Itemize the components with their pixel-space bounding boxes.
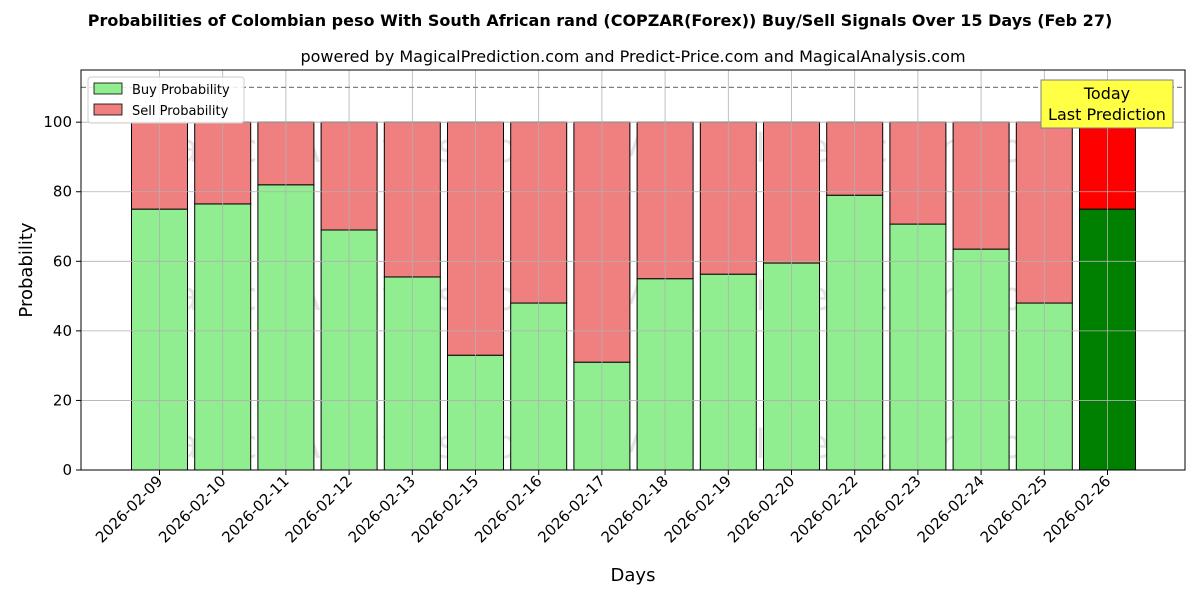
x-axis: 2026-02-092026-02-102026-02-112026-02-12…: [92, 470, 1114, 546]
x-tick-label: 2026-02-17: [534, 472, 608, 546]
y-tick-label: 100: [43, 113, 72, 131]
x-tick-label: 2026-02-15: [408, 472, 482, 546]
plot-border: [80, 69, 1186, 471]
chart-subtitle: powered by MagicalPrediction.com and Pre…: [300, 47, 965, 66]
x-tick-label: 2026-02-11: [218, 472, 292, 546]
x-axis-label: Days: [611, 565, 656, 586]
grid-layer: [81, 70, 1185, 471]
y-tick-label: 40: [53, 322, 72, 340]
x-tick-label: 2026-02-26: [1040, 472, 1114, 546]
x-tick-label: 2026-02-20: [724, 472, 798, 546]
legend-box: [87, 76, 245, 124]
x-tick-label: 2026-02-18: [598, 472, 672, 546]
x-tick-label: 2026-02-19: [661, 472, 735, 546]
x-tick-label: 2026-02-24: [914, 472, 988, 546]
today-annotation-line-2: Last Prediction: [1048, 105, 1166, 124]
y-tick-label: 0: [62, 461, 72, 479]
legend: Buy Probability Sell Probability: [87, 76, 245, 124]
x-tick-label: 2026-02-10: [155, 472, 229, 546]
chart-title: Probabilities of Colombian peso With Sou…: [88, 11, 1113, 30]
today-annotation-box: [1040, 79, 1174, 129]
today-annotation-line-1: Today: [1083, 84, 1130, 103]
x-tick-label: 2026-02-22: [787, 472, 861, 546]
y-axis: 0 20 40 60 80 100: [43, 113, 81, 479]
x-tick-label: 2026-02-09: [92, 472, 166, 546]
x-tick-label: 2026-02-13: [345, 472, 419, 546]
y-axis-label: Probability: [16, 222, 37, 317]
x-tick-label: 2026-02-16: [471, 472, 545, 546]
y-tick-label: 20: [53, 391, 72, 409]
plot-area: MagicalAnalysis.comMagicalPrediction.com…: [80, 69, 1186, 471]
legend-swatch-buy: [93, 82, 123, 95]
today-annotation: Today Last Prediction: [1040, 79, 1174, 129]
y-tick-label: 60: [53, 252, 72, 270]
x-tick-label: 2026-02-25: [977, 472, 1051, 546]
legend-label-buy: Buy Probability: [132, 83, 230, 98]
y-tick-label: 80: [53, 183, 72, 201]
x-tick-label: 2026-02-23: [850, 472, 924, 546]
legend-swatch-sell: [93, 103, 123, 116]
legend-label-sell: Sell Probability: [132, 104, 229, 119]
x-tick-label: 2026-02-12: [282, 472, 356, 546]
